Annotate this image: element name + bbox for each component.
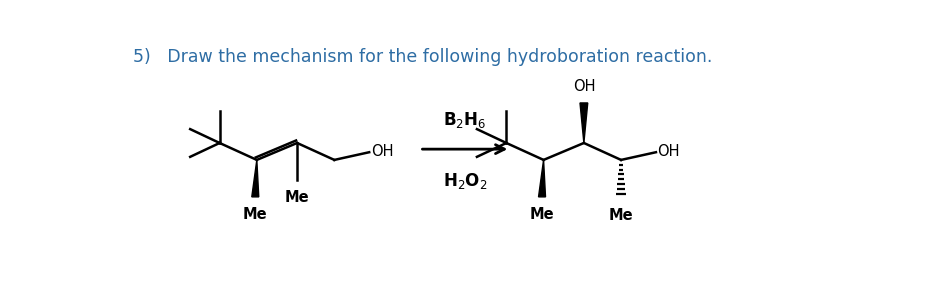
Text: H$_2$O$_2$: H$_2$O$_2$ <box>442 171 487 191</box>
Text: OH: OH <box>657 144 680 159</box>
Text: Me: Me <box>243 207 267 222</box>
Text: B$_2$H$_6$: B$_2$H$_6$ <box>443 110 487 130</box>
Text: Me: Me <box>609 208 633 223</box>
Polygon shape <box>580 103 588 143</box>
Polygon shape <box>252 160 259 197</box>
Text: OH: OH <box>371 144 394 159</box>
Polygon shape <box>538 160 546 197</box>
Text: 5)   Draw the mechanism for the following hydroboration reaction.: 5) Draw the mechanism for the following … <box>133 47 712 65</box>
Text: Me: Me <box>284 190 309 205</box>
Text: Me: Me <box>530 207 554 222</box>
Text: OH: OH <box>573 79 595 94</box>
